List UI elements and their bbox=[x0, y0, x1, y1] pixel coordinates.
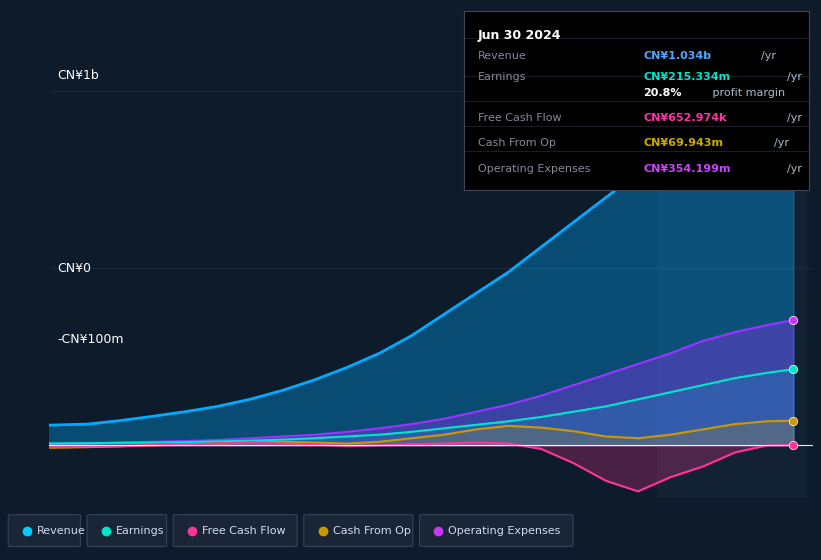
Text: Revenue: Revenue bbox=[478, 50, 526, 60]
Text: CN¥0: CN¥0 bbox=[57, 262, 91, 275]
Text: 20.8%: 20.8% bbox=[643, 88, 681, 98]
Text: Free Cash Flow: Free Cash Flow bbox=[202, 526, 286, 536]
FancyBboxPatch shape bbox=[8, 515, 80, 547]
Text: /yr: /yr bbox=[787, 164, 802, 174]
Text: Earnings: Earnings bbox=[478, 72, 526, 82]
Text: profit margin: profit margin bbox=[709, 88, 785, 98]
Text: Operating Expenses: Operating Expenses bbox=[478, 164, 590, 174]
Text: CN¥652.974k: CN¥652.974k bbox=[643, 113, 727, 123]
Text: /yr: /yr bbox=[787, 113, 802, 123]
Text: /yr: /yr bbox=[761, 50, 776, 60]
Bar bbox=[658, 56, 806, 498]
FancyBboxPatch shape bbox=[304, 515, 413, 547]
Text: Jun 30 2024: Jun 30 2024 bbox=[478, 29, 562, 42]
Text: CN¥69.943m: CN¥69.943m bbox=[643, 138, 723, 148]
FancyBboxPatch shape bbox=[173, 515, 297, 547]
Text: -CN¥100m: -CN¥100m bbox=[57, 333, 123, 346]
Text: CN¥215.334m: CN¥215.334m bbox=[643, 72, 731, 82]
Text: Earnings: Earnings bbox=[116, 526, 164, 536]
Text: /yr: /yr bbox=[774, 138, 789, 148]
FancyBboxPatch shape bbox=[87, 515, 167, 547]
Text: Cash From Op: Cash From Op bbox=[478, 138, 556, 148]
Text: Cash From Op: Cash From Op bbox=[333, 526, 410, 536]
Text: Free Cash Flow: Free Cash Flow bbox=[478, 113, 562, 123]
Text: CN¥354.199m: CN¥354.199m bbox=[643, 164, 731, 174]
Text: Revenue: Revenue bbox=[37, 526, 85, 536]
Text: /yr: /yr bbox=[787, 72, 802, 82]
FancyBboxPatch shape bbox=[420, 515, 573, 547]
Text: CN¥1b: CN¥1b bbox=[57, 69, 99, 82]
Text: CN¥1.034b: CN¥1.034b bbox=[643, 50, 711, 60]
Text: Operating Expenses: Operating Expenses bbox=[448, 526, 561, 536]
